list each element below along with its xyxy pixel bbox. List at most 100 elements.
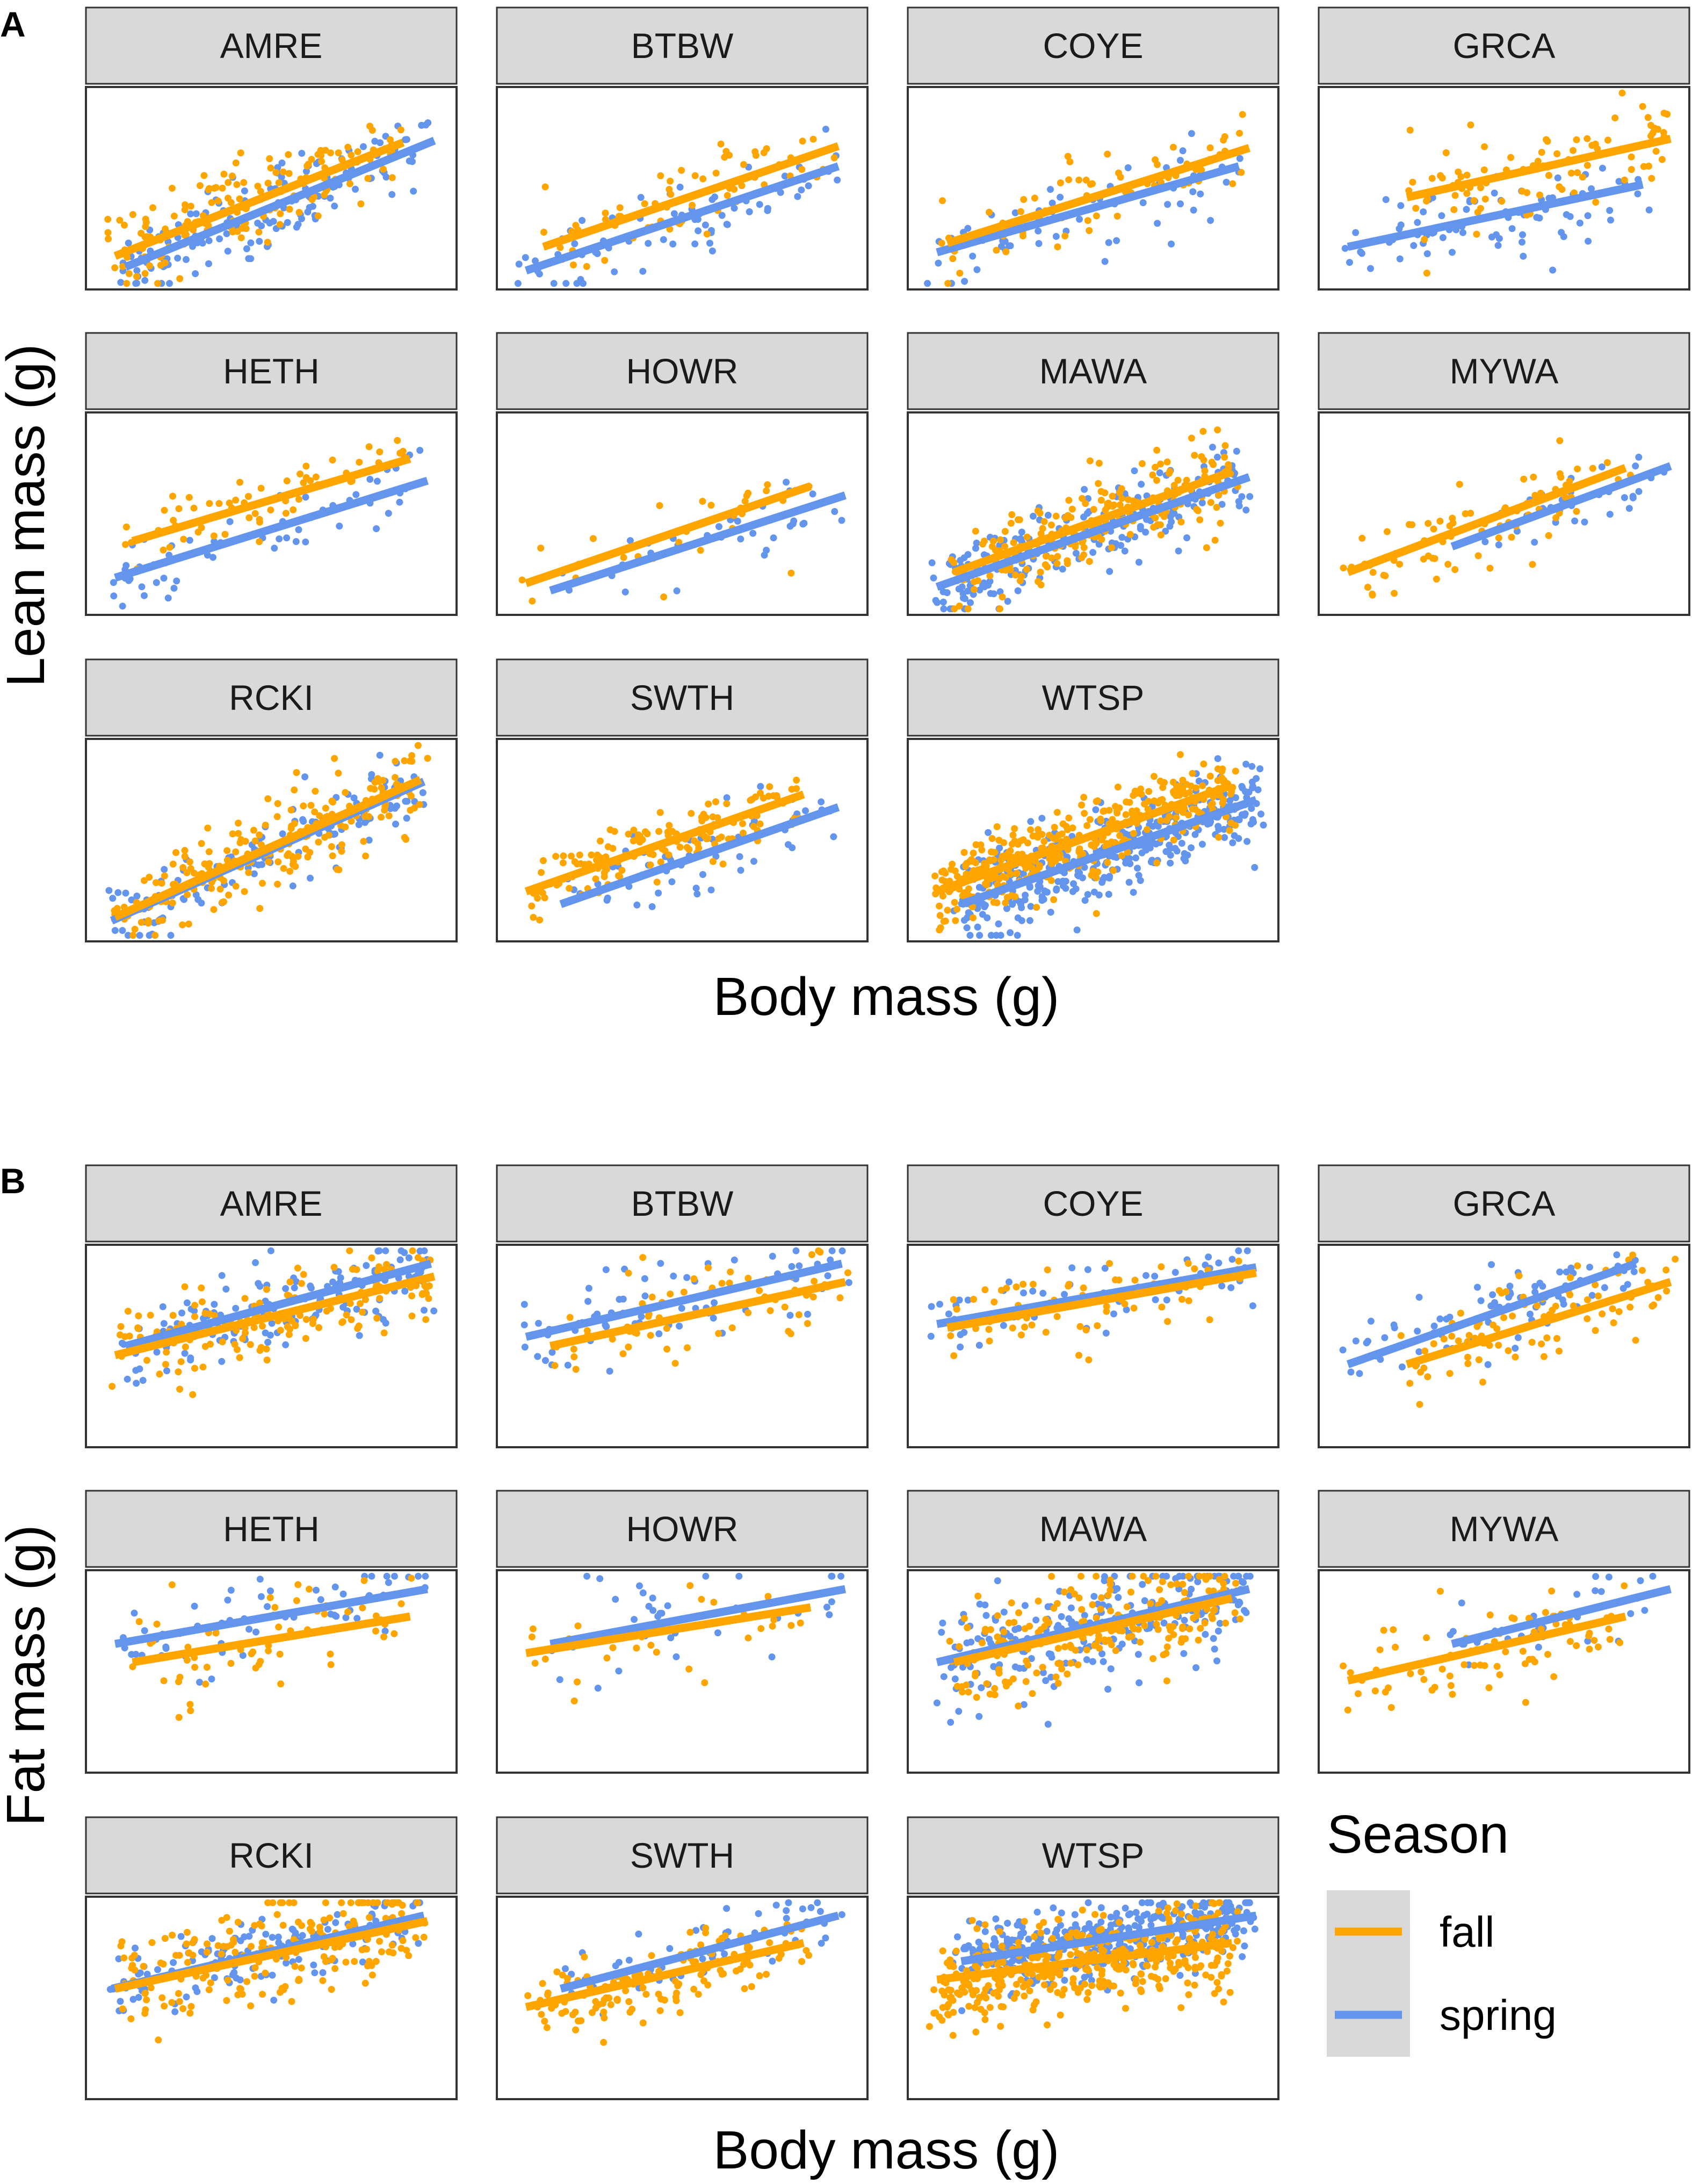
spring-fit-line bbox=[114, 1585, 428, 1648]
fall-point bbox=[767, 1307, 774, 1315]
fall-point bbox=[574, 1622, 582, 1630]
fall-point bbox=[245, 492, 252, 500]
fall-fit-line bbox=[549, 1278, 847, 1350]
fall-point bbox=[1431, 555, 1438, 562]
fall-point bbox=[1169, 779, 1177, 786]
fall-point bbox=[1061, 1588, 1068, 1596]
fall-point bbox=[1185, 811, 1192, 818]
fall-point bbox=[1040, 838, 1048, 845]
fall-point bbox=[1179, 785, 1187, 792]
spring-point bbox=[1178, 839, 1185, 847]
spring-point bbox=[1216, 1620, 1224, 1627]
fall-point bbox=[168, 1581, 176, 1588]
fall-point bbox=[383, 1261, 391, 1268]
fall-point bbox=[691, 172, 699, 179]
fall-point bbox=[788, 786, 796, 793]
spring-point bbox=[183, 256, 190, 263]
fall-point bbox=[1053, 560, 1061, 567]
spring-point bbox=[673, 1653, 680, 1660]
spring-point bbox=[655, 889, 662, 897]
fall-point bbox=[1001, 528, 1009, 535]
fall-point bbox=[744, 489, 752, 497]
spring-point bbox=[269, 1934, 276, 1941]
fall-fit-line bbox=[1346, 464, 1627, 576]
fall-point bbox=[1107, 1607, 1115, 1615]
spring-point bbox=[211, 1974, 218, 1982]
spring-point bbox=[1494, 242, 1502, 249]
fall-point bbox=[1057, 179, 1064, 186]
spring-point bbox=[1649, 1572, 1657, 1580]
spring-point bbox=[1238, 811, 1246, 818]
spring-point bbox=[430, 1307, 438, 1315]
spring-point bbox=[768, 1653, 776, 1660]
fall-point bbox=[232, 1948, 239, 1956]
spring-point bbox=[514, 280, 522, 287]
fall-point bbox=[1067, 1644, 1075, 1651]
fall-point bbox=[944, 280, 952, 287]
fall-point bbox=[528, 1633, 536, 1641]
spring-point bbox=[723, 221, 731, 228]
fall-point bbox=[225, 891, 233, 899]
facet-label: MYWA bbox=[1450, 351, 1559, 391]
fall-point bbox=[250, 826, 257, 834]
fall-point bbox=[1042, 553, 1050, 560]
fall-point bbox=[1002, 248, 1010, 256]
fall-point bbox=[518, 576, 526, 584]
fall-point bbox=[1013, 1283, 1020, 1290]
fall-point bbox=[176, 1951, 183, 1959]
spring-fit-line bbox=[524, 162, 840, 275]
spring-point bbox=[579, 217, 586, 224]
fall-point bbox=[355, 1322, 363, 1330]
spring-point bbox=[1176, 200, 1184, 208]
fall-fit-line bbox=[113, 776, 422, 921]
spring-point bbox=[1615, 178, 1623, 185]
fall-point bbox=[588, 851, 595, 859]
fall-fit-line bbox=[946, 1268, 1257, 1332]
fall-point bbox=[1390, 1626, 1397, 1634]
spring-point bbox=[1248, 763, 1256, 770]
fall-point bbox=[799, 137, 806, 145]
spring-point bbox=[1009, 901, 1016, 908]
spring-point bbox=[616, 1296, 623, 1303]
fall-point bbox=[1440, 1336, 1448, 1343]
fall-point bbox=[1567, 1274, 1574, 1281]
plot-area bbox=[104, 119, 436, 287]
fall-point bbox=[311, 808, 319, 816]
spring-point bbox=[1047, 1673, 1055, 1681]
spring-point bbox=[1430, 1322, 1438, 1330]
spring-point bbox=[960, 917, 968, 924]
fall-point bbox=[245, 514, 253, 521]
fall-point bbox=[121, 221, 128, 229]
fall-point bbox=[1618, 89, 1626, 97]
fall-point bbox=[1002, 899, 1009, 906]
fall-point bbox=[1055, 853, 1063, 861]
fall-point bbox=[205, 1986, 213, 1993]
fall-point bbox=[1197, 1624, 1204, 1632]
spring-point bbox=[227, 1586, 235, 1594]
fall-point bbox=[1152, 1572, 1160, 1580]
fall-point bbox=[981, 860, 988, 867]
fall-point bbox=[1406, 1380, 1414, 1387]
fall-point bbox=[538, 2011, 545, 2018]
fall-point bbox=[710, 858, 717, 865]
fall-point bbox=[327, 1305, 334, 1312]
fall-point bbox=[346, 1247, 353, 1254]
fall-point bbox=[1238, 169, 1245, 176]
fall-point bbox=[277, 1680, 285, 1688]
fall-point bbox=[349, 1266, 356, 1273]
spring-point bbox=[191, 1602, 198, 1610]
fall-point bbox=[1054, 1645, 1062, 1652]
fall-point bbox=[1392, 1643, 1399, 1651]
spring-point bbox=[1113, 854, 1120, 861]
fall-point bbox=[178, 1320, 185, 1328]
fall-point bbox=[1097, 1606, 1104, 1613]
fall-point bbox=[1110, 501, 1118, 509]
fall-point bbox=[416, 801, 423, 808]
spring-point bbox=[1000, 1608, 1008, 1616]
spring-point bbox=[932, 597, 939, 604]
fall-point bbox=[1436, 1587, 1444, 1595]
fall-point bbox=[376, 1295, 384, 1302]
fall-point bbox=[559, 859, 567, 867]
spring-point bbox=[289, 882, 297, 890]
spring-point bbox=[1414, 1327, 1421, 1335]
